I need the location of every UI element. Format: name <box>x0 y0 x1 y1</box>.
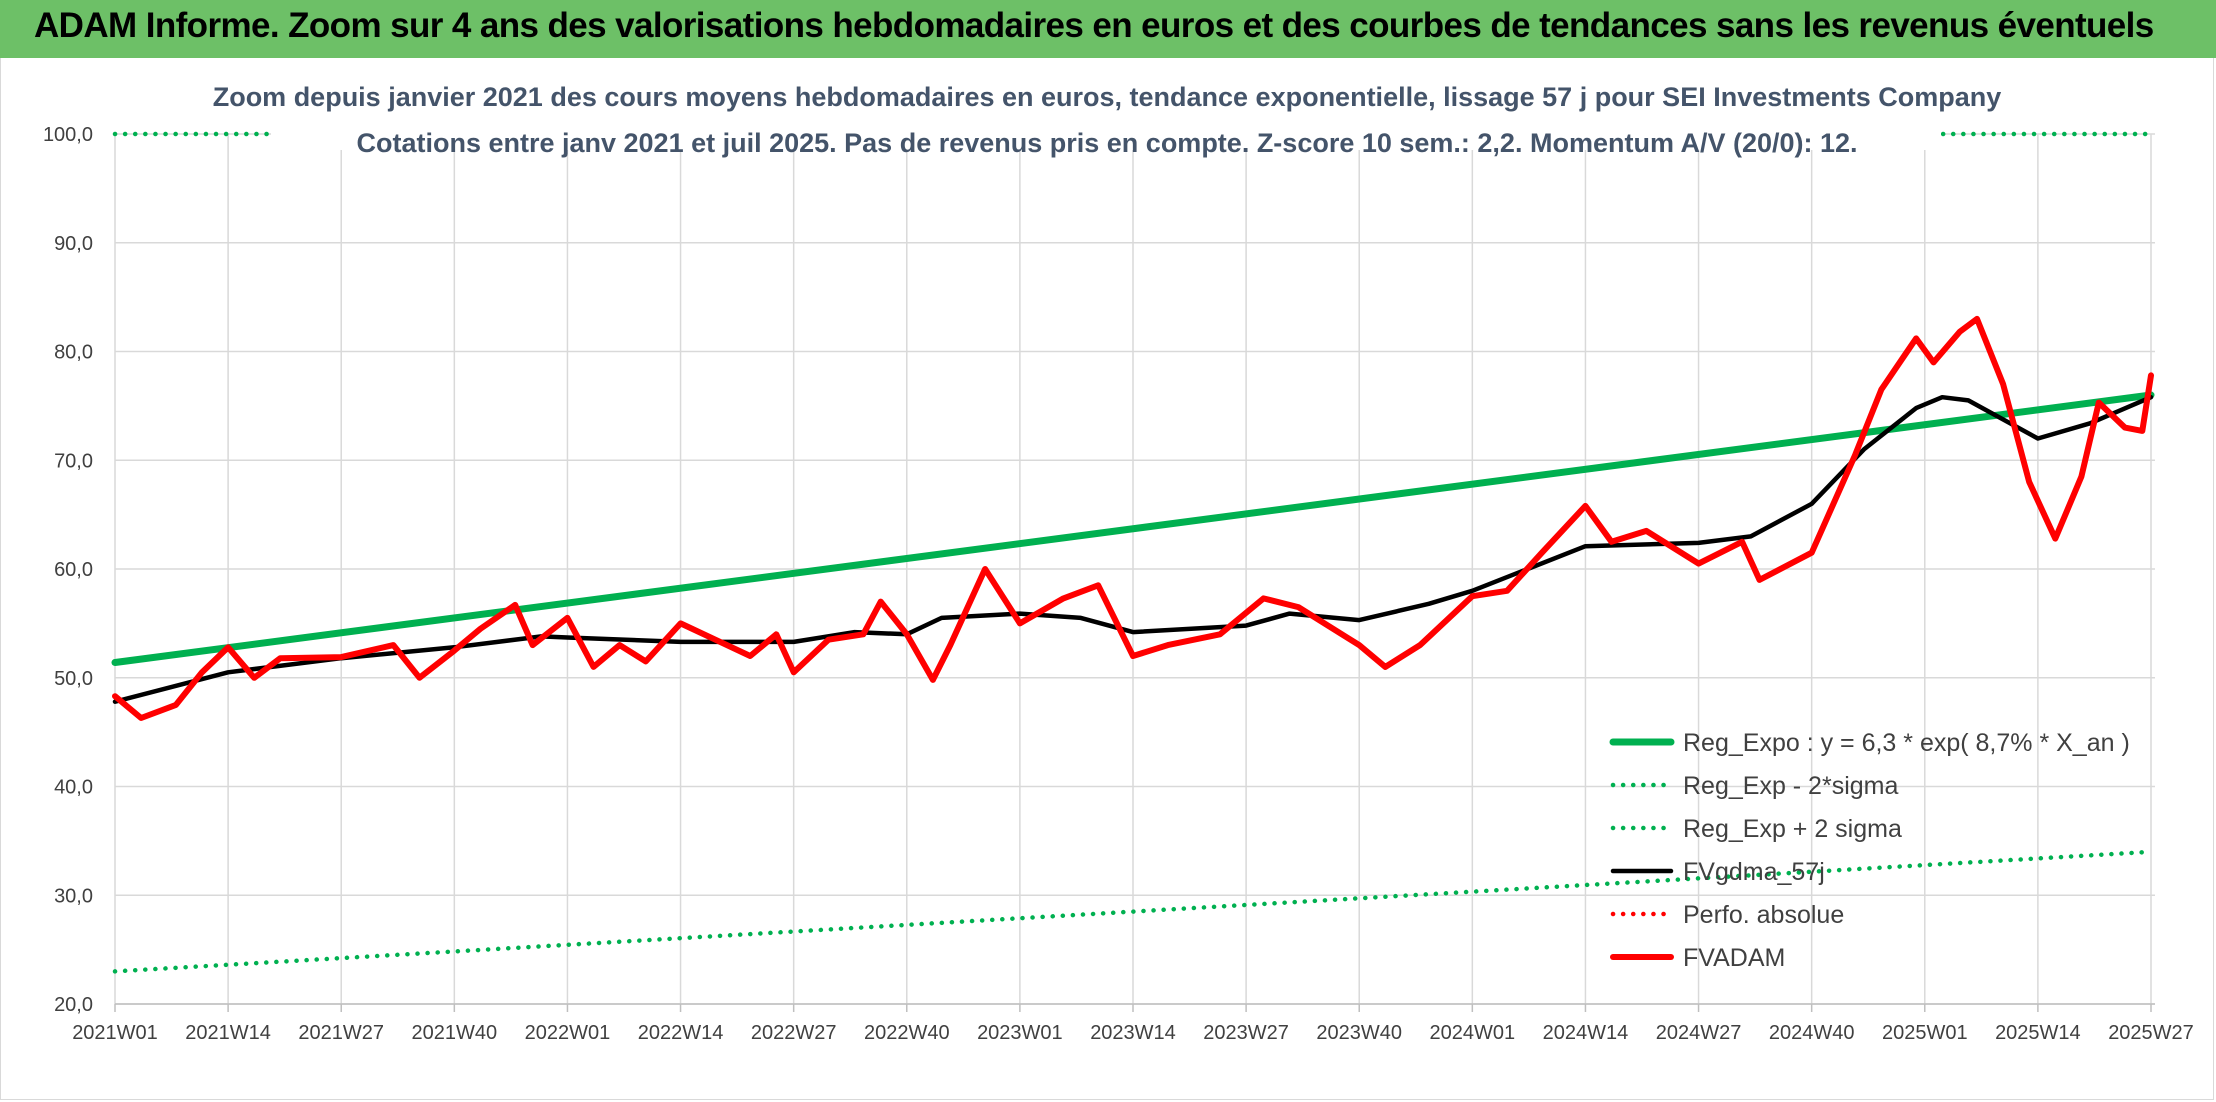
y-tick-label: 50,0 <box>54 668 93 690</box>
x-tick-label: 2021W01 <box>72 1022 158 1044</box>
x-tick-label: 2022W14 <box>638 1022 724 1044</box>
report-banner: ADAM Informe. Zoom sur 4 ans des valoris… <box>0 0 2216 58</box>
legend-entry: Reg_Exp + 2 sigma <box>1683 815 1902 843</box>
x-tick-label: 2023W27 <box>1203 1022 1289 1044</box>
chart-title-block: Zoom depuis janvier 2021 des cours moyen… <box>213 60 2002 158</box>
title-backdrop <box>271 60 1941 150</box>
series-line-1 <box>112 849 2154 974</box>
chart-legend: Reg_Expo : y = 6,3 * exp( 8,7% * X_an ) R… <box>1609 729 2130 972</box>
series-line-3 <box>112 394 2154 704</box>
x-tick-label: 2023W01 <box>977 1022 1063 1044</box>
x-tick-label: 2022W01 <box>525 1022 611 1044</box>
y-tick-label: 100,0 <box>43 124 93 146</box>
x-tick-label: 2024W01 <box>1430 1022 1516 1044</box>
x-tick-label: 2023W14 <box>1090 1022 1176 1044</box>
x-tick-label: 2024W27 <box>1656 1022 1742 1044</box>
series-line-5 <box>112 315 2154 721</box>
grid-layer <box>114 133 2155 1005</box>
x-tick-label: 2025W01 <box>1882 1022 1968 1044</box>
legend-entry: Reg_Expo : y = 6,3 * exp( 8,7% * X_an ) <box>1683 729 2130 757</box>
axis-layer: 20,0 30,0 40,0 50,0 60,0 70,0 80,0 90,0 100,0 202… <box>43 124 2194 1044</box>
y-tick-label: 30,0 <box>54 885 93 907</box>
y-tick-label: 80,0 <box>54 342 93 364</box>
chart-title-line2: Cotations entre janv 2021 et juil 2025. … <box>356 128 1857 158</box>
x-tick-label: 2021W27 <box>298 1022 384 1044</box>
x-tick-label: 2024W14 <box>1543 1022 1629 1044</box>
legend-entry: Reg_Exp - 2*sigma <box>1683 772 1898 800</box>
legend-entry: FVADAM <box>1683 944 1785 972</box>
x-tick-label: 2022W40 <box>864 1022 950 1044</box>
series-line-0 <box>111 391 2155 666</box>
y-tick-label: 70,0 <box>54 450 93 472</box>
x-tick-label: 2021W14 <box>185 1022 271 1044</box>
x-tick-label: 2024W40 <box>1769 1022 1855 1044</box>
chart-frame: Zoom depuis janvier 2021 des cours moyen… <box>0 58 2214 1100</box>
line-chart: Zoom depuis janvier 2021 des cours moyen… <box>43 60 2194 1044</box>
legend-entry: FVgdma_57j <box>1683 858 1825 886</box>
x-tick-label: 2025W27 <box>2108 1022 2194 1044</box>
x-tick-label: 2023W40 <box>1316 1022 1402 1044</box>
x-tick-label: 2025W14 <box>1995 1022 2081 1044</box>
y-tick-label: 90,0 <box>54 233 93 255</box>
chart-title-line1: Zoom depuis janvier 2021 des cours moyen… <box>213 82 2002 112</box>
y-tick-label: 60,0 <box>54 559 93 581</box>
y-tick-label: 40,0 <box>54 777 93 799</box>
legend-entry: Perfo. absolue <box>1683 901 1844 929</box>
x-tick-label: 2022W27 <box>751 1022 837 1044</box>
x-tick-label: 2021W40 <box>412 1022 498 1044</box>
y-tick-label: 20,0 <box>54 994 93 1016</box>
report-title: ADAM Informe. Zoom sur 4 ans des valoris… <box>34 6 2154 45</box>
